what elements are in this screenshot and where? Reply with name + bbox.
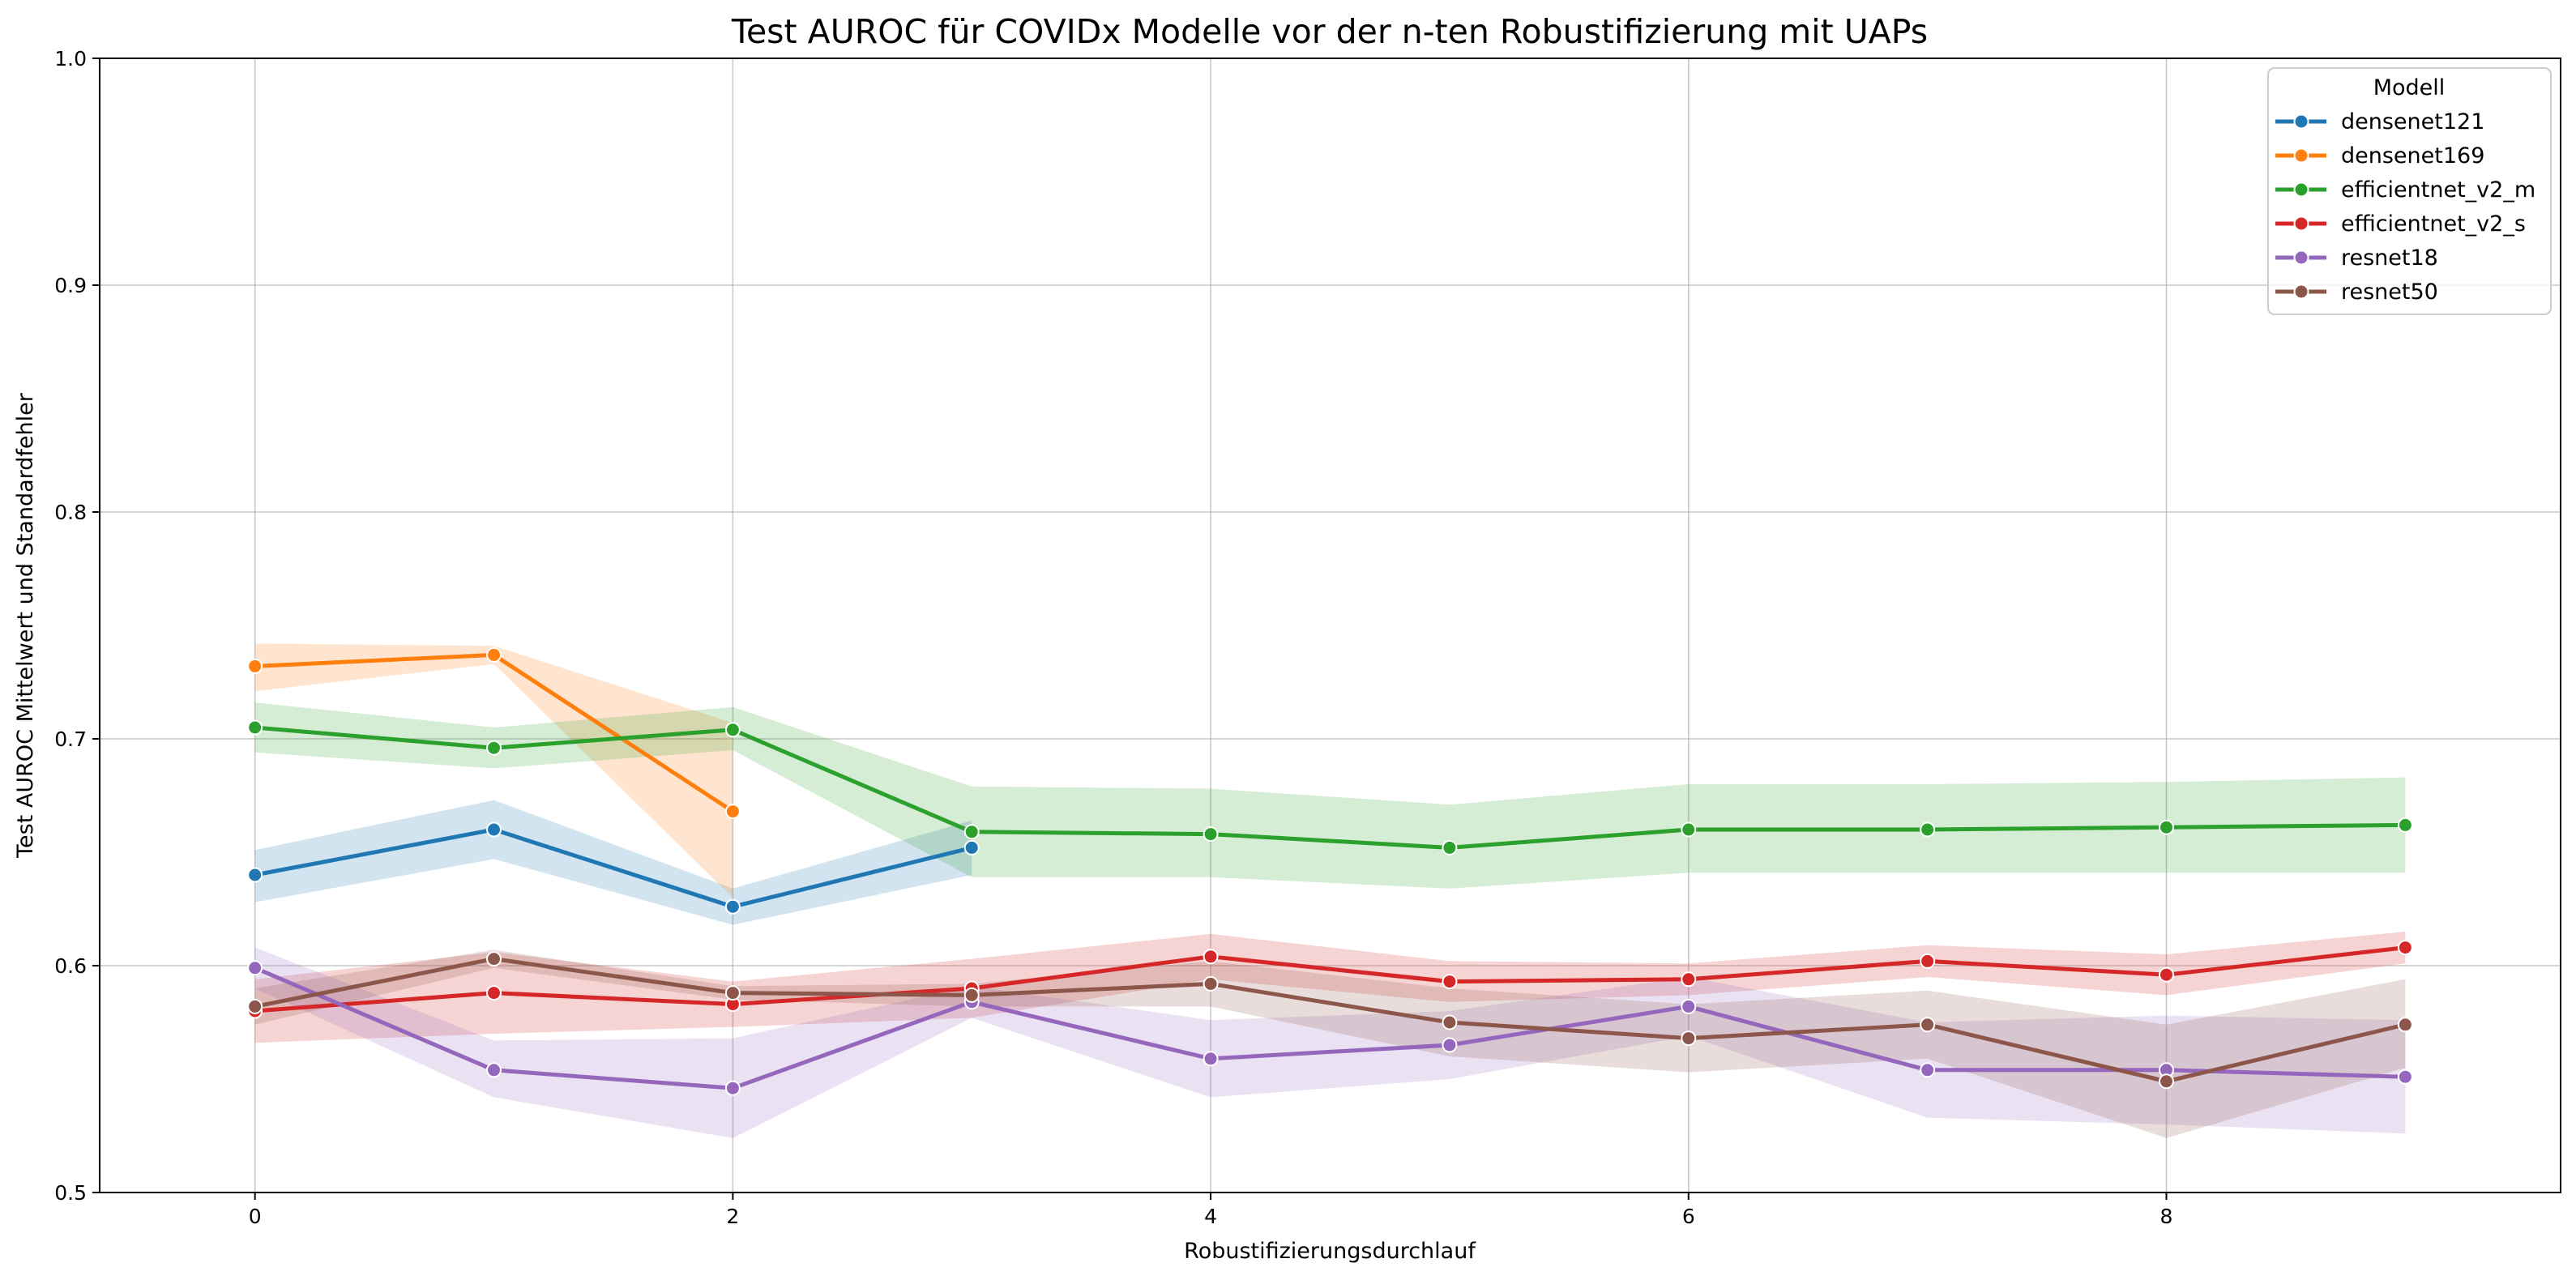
- point-resnet18: [486, 1062, 502, 1078]
- x-axis-label: Robustifizierungsdurchlauf: [1184, 1239, 1476, 1264]
- legend-marker-densenet169: [2293, 147, 2309, 164]
- chart-title: Test AUROC für COVIDx Modelle vor der n-…: [731, 12, 1928, 51]
- legend-label-efficientnet_v2_s: efficientnet_v2_s: [2341, 211, 2526, 237]
- point-resnet50: [486, 951, 502, 967]
- point-resnet50: [2397, 1017, 2413, 1033]
- point-efficientnet_v2_s: [2397, 940, 2413, 956]
- axis-ticks: 0 2 4 6 8 0.5 0.6 0.7 0.8 0.9 1.0: [54, 47, 2172, 1228]
- legend-marker-densenet121: [2293, 113, 2309, 130]
- point-resnet50: [247, 998, 263, 1014]
- point-resnet18: [247, 960, 263, 976]
- line-resnet18: [253, 966, 2407, 1090]
- legend-marker-efficientnet_v2_s: [2293, 215, 2309, 232]
- point-resnet18: [1920, 1062, 1936, 1078]
- legend-label-efficientnet_v2_m: efficientnet_v2_m: [2341, 177, 2535, 203]
- point-efficientnet_v2_m: [1442, 839, 1458, 855]
- x-tick-label: 8: [2160, 1205, 2173, 1228]
- point-resnet18: [724, 1080, 741, 1096]
- point-resnet18: [1203, 1051, 1219, 1067]
- line-efficientnet_v2_m: [253, 725, 2407, 850]
- y-tick-label: 0.8: [54, 501, 87, 524]
- y-tick-label: 0.6: [54, 954, 87, 978]
- point-resnet50: [2158, 1073, 2174, 1090]
- point-densenet169: [724, 804, 741, 820]
- point-resnet50: [1681, 1030, 1697, 1047]
- point-resnet50: [1442, 1014, 1458, 1030]
- point-densenet121: [724, 898, 741, 915]
- x-tick-label: 0: [249, 1205, 262, 1228]
- x-tick-label: 4: [1204, 1205, 1217, 1228]
- point-resnet50: [963, 987, 980, 1003]
- point-resnet18: [1681, 998, 1697, 1014]
- point-efficientnet_v2_m: [1920, 821, 1936, 838]
- legend-label-resnet18: resnet18: [2341, 245, 2438, 271]
- legend: Modell densenet121 densenet169 efficientne…: [2267, 67, 2552, 315]
- point-efficientnet_v2_s: [2158, 966, 2174, 983]
- y-axis-label: Test AUROC Mittelwert und Standardfehler: [13, 392, 38, 859]
- point-resnet18: [2397, 1069, 2413, 1085]
- point-efficientnet_v2_m: [486, 740, 502, 756]
- error-band-resnet18: [254, 947, 2406, 1138]
- line-densenet121: [253, 827, 974, 909]
- legend-label-densenet169: densenet169: [2341, 143, 2484, 169]
- legend-marker-efficientnet_v2_m: [2293, 181, 2309, 198]
- point-efficientnet_v2_m: [2397, 817, 2413, 833]
- line-resnet50: [253, 957, 2407, 1084]
- point-efficientnet_v2_m: [963, 824, 980, 840]
- point-efficientnet_v2_s: [486, 985, 502, 1001]
- point-resnet18: [1442, 1037, 1458, 1053]
- point-resnet50: [1203, 975, 1219, 992]
- y-tick-label: 0.7: [54, 727, 87, 751]
- error-band-resnet50: [254, 949, 2406, 1138]
- x-tick-label: 6: [1682, 1205, 1695, 1228]
- point-efficientnet_v2_s: [1681, 971, 1697, 988]
- y-tick-label: 1.0: [54, 47, 87, 70]
- legend-title: Modell: [2373, 75, 2446, 100]
- point-efficientnet_v2_m: [1203, 826, 1219, 843]
- legend-label-densenet121: densenet121: [2341, 109, 2484, 134]
- point-efficientnet_v2_s: [1920, 953, 1936, 969]
- point-densenet121: [963, 839, 980, 855]
- point-efficientnet_v2_m: [247, 719, 263, 736]
- point-densenet121: [486, 821, 502, 838]
- point-efficientnet_v2_s: [1203, 949, 1219, 965]
- point-resnet50: [1920, 1017, 1936, 1033]
- point-efficientnet_v2_s: [1442, 974, 1458, 990]
- error-band-efficientnet_v2_m: [254, 702, 2406, 889]
- error-band-densenet169: [254, 643, 733, 898]
- point-densenet169: [247, 658, 263, 674]
- x-tick-label: 2: [726, 1205, 739, 1228]
- legend-marker-resnet18: [2293, 250, 2309, 266]
- line-efficientnet_v2_s: [253, 945, 2407, 1013]
- point-efficientnet_v2_m: [724, 722, 741, 738]
- error-band-efficientnet_v2_s: [254, 932, 2406, 1043]
- legend-label-resnet50: resnet50: [2341, 279, 2438, 305]
- plot-area-frame: [99, 58, 2561, 1193]
- legend-marker-resnet50: [2293, 284, 2309, 300]
- point-densenet169: [486, 646, 502, 663]
- point-efficientnet_v2_m: [2158, 819, 2174, 835]
- series-markers: [247, 646, 2413, 1096]
- y-tick-label: 0.5: [54, 1181, 87, 1205]
- point-resnet50: [724, 985, 741, 1001]
- legend-box: [2267, 67, 2552, 315]
- y-tick-label: 0.9: [54, 274, 87, 297]
- point-efficientnet_v2_m: [1681, 821, 1697, 838]
- point-densenet121: [247, 867, 263, 883]
